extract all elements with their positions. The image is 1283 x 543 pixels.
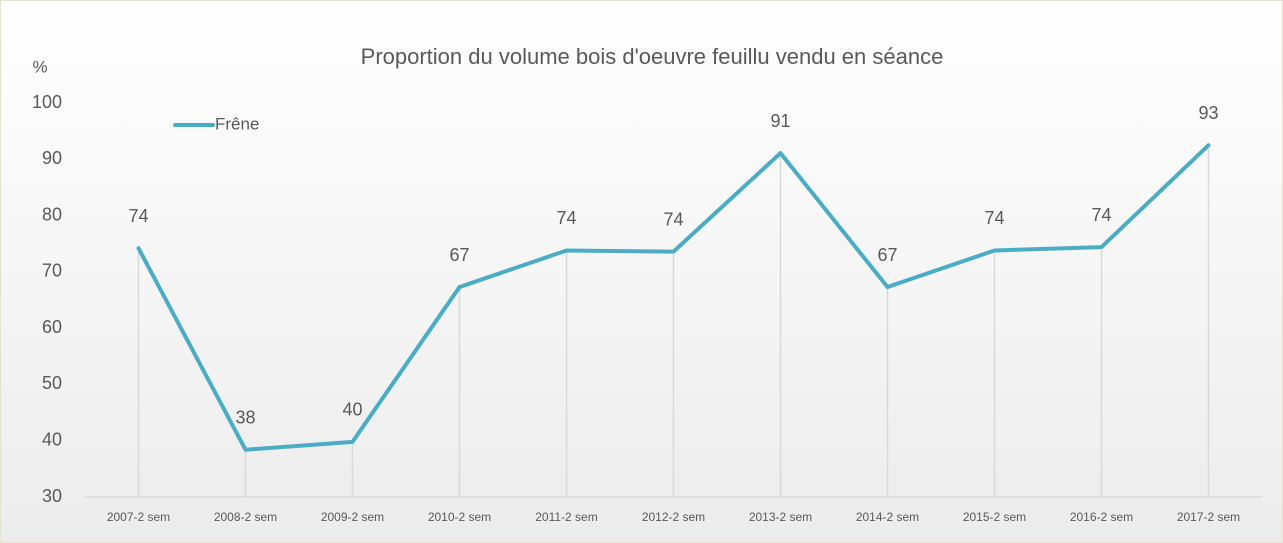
data-label: 67 — [877, 245, 897, 265]
data-label: 40 — [342, 400, 362, 420]
data-label: 38 — [235, 407, 255, 427]
y-tick-label: 70 — [42, 261, 62, 281]
x-tick-label: 2017-2 sem — [1177, 510, 1240, 524]
y-tick-label: 40 — [42, 429, 62, 449]
data-label: 74 — [984, 208, 1004, 228]
x-tick-label: 2010-2 sem — [428, 510, 491, 524]
series-line — [136, 143, 1211, 452]
data-label: 91 — [770, 111, 790, 131]
x-tick-label: 2015-2 sem — [963, 510, 1026, 524]
data-label: 74 — [1091, 205, 1111, 225]
data-label: 74 — [663, 209, 683, 229]
x-tick-label: 2011-2 sem — [535, 510, 597, 524]
y-tick-label: 90 — [42, 148, 62, 168]
y-tick-label: 50 — [42, 373, 62, 393]
y-tick-label: 100 — [32, 92, 62, 112]
x-tick-label: 2009-2 sem — [321, 510, 384, 524]
chart-title: Proportion du volume bois d'oeuvre feuil… — [361, 44, 944, 69]
x-tick-label: 2008-2 sem — [214, 510, 277, 524]
x-tick-label: 2014-2 sem — [856, 510, 919, 524]
y-tick-label: 60 — [42, 317, 62, 337]
data-label: 74 — [556, 208, 576, 228]
data-label: 74 — [128, 206, 148, 226]
x-tick-label: 2012-2 sem — [642, 510, 705, 524]
x-tick-label: 2007-2 sem — [107, 510, 170, 524]
y-tick-label: 80 — [42, 204, 62, 224]
x-tick-label: 2016-2 sem — [1070, 510, 1133, 524]
x-tick-label: 2013-2 sem — [749, 510, 812, 524]
data-label: 67 — [449, 245, 469, 265]
legend-label: Frêne — [215, 114, 259, 133]
y-tick-label: 30 — [42, 486, 62, 506]
y-axis-label: % — [32, 57, 47, 76]
data-label: 93 — [1198, 103, 1218, 123]
